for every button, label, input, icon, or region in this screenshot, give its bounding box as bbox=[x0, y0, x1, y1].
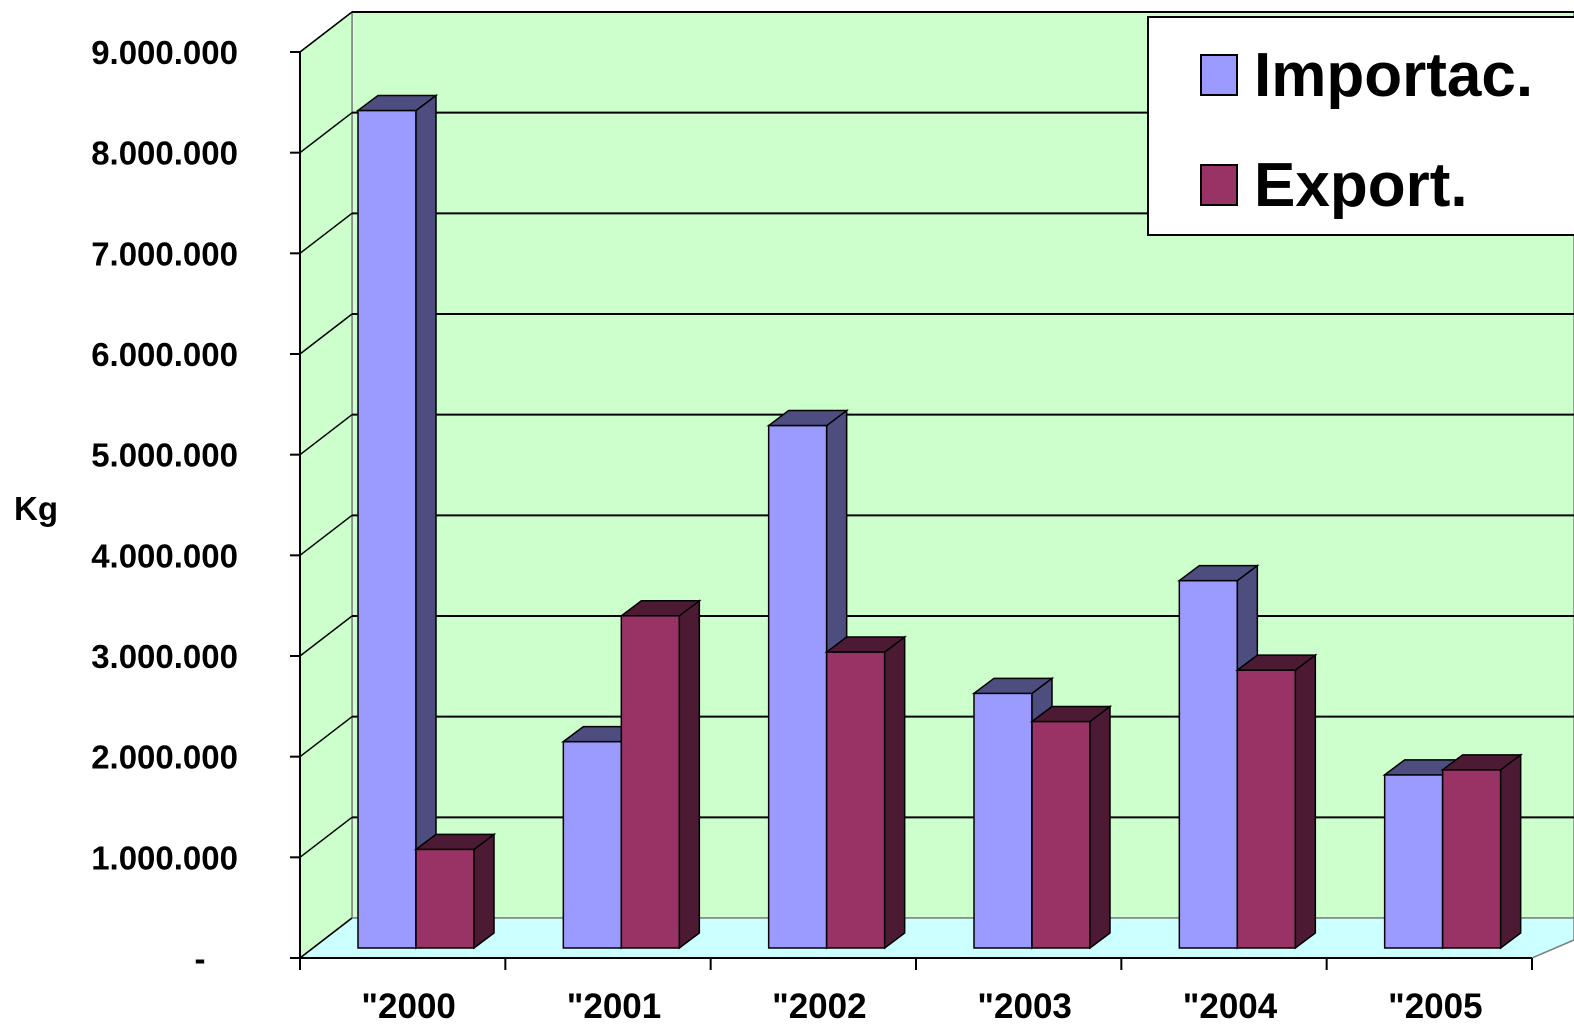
y-tick-label: 2.000.000 bbox=[91, 739, 238, 776]
gridline-side bbox=[299, 917, 353, 959]
bar-front bbox=[1178, 579, 1239, 949]
axes bbox=[290, 51, 1533, 970]
gridline-side bbox=[299, 514, 353, 556]
x-category-label: "2001 bbox=[567, 987, 661, 1026]
bar-front bbox=[973, 692, 1033, 949]
bar-side bbox=[415, 93, 437, 950]
bar-side bbox=[1499, 753, 1522, 950]
bar-top bbox=[1440, 754, 1523, 771]
y-tick-label: - bbox=[195, 940, 206, 977]
gridline-side bbox=[299, 615, 353, 657]
bar-top bbox=[766, 409, 849, 427]
bar-side bbox=[883, 635, 906, 950]
bar-side bbox=[678, 599, 701, 950]
bar-front bbox=[767, 424, 828, 949]
bar-front bbox=[562, 740, 623, 949]
gridline-side bbox=[299, 212, 353, 254]
bar-top bbox=[824, 636, 907, 653]
bar-front bbox=[1383, 774, 1444, 949]
bar-top bbox=[1177, 564, 1260, 582]
bar-top bbox=[1029, 705, 1113, 723]
legend-swatch bbox=[1200, 54, 1238, 96]
bar-top bbox=[971, 677, 1055, 695]
gridline-side bbox=[299, 414, 353, 456]
x-category-label: "2002 bbox=[772, 987, 866, 1026]
y-tick-label: 5.000.000 bbox=[91, 437, 238, 474]
gridline-side bbox=[299, 11, 353, 53]
gridline-side bbox=[299, 313, 353, 355]
bar-side bbox=[473, 832, 495, 950]
bar-front bbox=[357, 109, 417, 949]
bar-front bbox=[415, 848, 475, 949]
x-category-label: "2000 bbox=[361, 987, 455, 1026]
y-tick-label: 3.000.000 bbox=[91, 638, 238, 675]
y-tick-label: 4.000.000 bbox=[91, 537, 238, 574]
x-category-label: "2003 bbox=[977, 987, 1071, 1026]
bar-top bbox=[619, 600, 702, 617]
bar-front bbox=[825, 651, 886, 949]
bar-front bbox=[1236, 669, 1297, 949]
y-axis-title: Kg bbox=[14, 490, 58, 527]
bars bbox=[355, 93, 1523, 950]
gridline-side bbox=[299, 716, 353, 758]
bar-side bbox=[1294, 653, 1317, 950]
y-tick-label: 6.000.000 bbox=[91, 336, 238, 373]
side-wall bbox=[299, 10, 353, 960]
legend: Importac. Export. bbox=[1147, 16, 1574, 236]
x-category-label: "2005 bbox=[1388, 987, 1482, 1026]
bar-front bbox=[1441, 769, 1502, 949]
bar-top bbox=[413, 833, 497, 851]
bar-front bbox=[1031, 720, 1091, 949]
bar-front bbox=[620, 615, 681, 949]
legend-label: Importac. bbox=[1254, 41, 1533, 110]
bar-top bbox=[1235, 654, 1318, 671]
legend-swatch bbox=[1200, 164, 1238, 206]
y-tick-label: 9.000.000 bbox=[91, 34, 238, 71]
legend-label: Export. bbox=[1254, 151, 1468, 220]
gridline-side bbox=[299, 816, 353, 858]
gridline-side bbox=[299, 112, 353, 154]
y-tick-labels: - 1.000.000 2.000.000 3.000.000 4.000.000 5.0… bbox=[91, 34, 238, 977]
bar-side bbox=[1089, 705, 1111, 950]
x-category-label: "2004 bbox=[1183, 987, 1278, 1026]
bar-top bbox=[355, 94, 439, 112]
y-tick-label: 1.000.000 bbox=[91, 839, 238, 876]
y-tick-label: 7.000.000 bbox=[91, 235, 238, 272]
x-category-labels: "2000 "2001 "2002 "2003 "2004 "2005 bbox=[361, 987, 1482, 1026]
y-tick-label: 8.000.000 bbox=[91, 135, 238, 172]
